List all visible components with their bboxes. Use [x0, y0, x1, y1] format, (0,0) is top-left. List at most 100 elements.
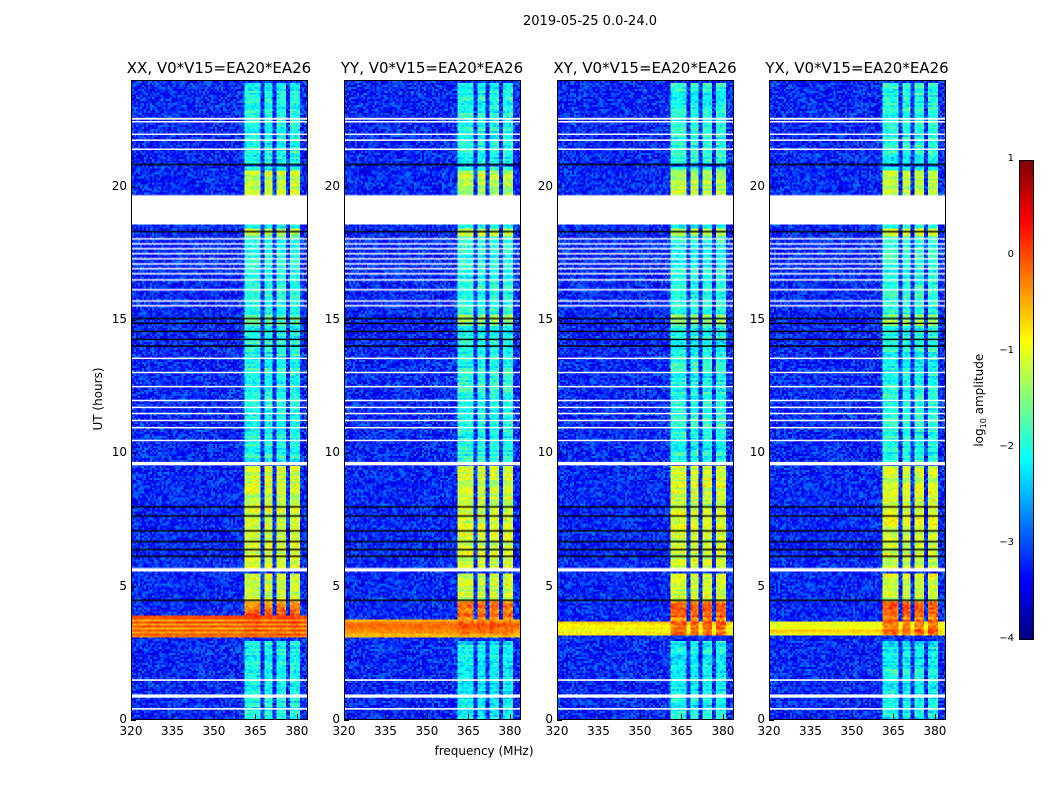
y-tick-label: 0 — [757, 712, 765, 726]
y-tick-label: 20 — [324, 178, 340, 193]
y-tick-mark — [344, 186, 349, 188]
x-tick-label: 380 — [498, 724, 522, 738]
y-tick-mark — [769, 453, 774, 455]
x-tick-label: 335 — [799, 724, 822, 738]
y-tick-mark — [131, 586, 136, 588]
y-tick-label: 10 — [537, 445, 553, 460]
heatmap-panel — [769, 80, 946, 720]
y-tick-label: 0 — [119, 712, 127, 726]
x-tick-label: 350 — [840, 724, 864, 738]
heatmap-panel — [344, 80, 521, 720]
colorbar-label-rest: amplitude — [971, 353, 986, 419]
x-tick-mark — [598, 714, 600, 719]
x-tick-mark — [468, 714, 470, 719]
y-tick-mark — [344, 586, 349, 588]
colorbar-label-base: 10 — [979, 418, 989, 429]
x-tick-mark — [255, 714, 257, 719]
x-tick-label: 380 — [923, 724, 947, 738]
x-tick-mark — [385, 714, 387, 719]
panel-title: YY, V0*V15=EA20*EA26 — [340, 59, 524, 77]
y-tick-label: 15 — [537, 312, 553, 326]
colorbar-tick-label: 1 — [1007, 153, 1014, 164]
panel-title: YX, V0*V15=EA20*EA26 — [765, 59, 949, 77]
y-tick-label: 5 — [332, 578, 340, 593]
y-tick-label: 10 — [749, 445, 765, 460]
y-tick-mark — [344, 453, 349, 455]
y-tick-mark — [131, 320, 136, 321]
x-tick-mark — [639, 714, 641, 719]
y-tick-label: 15 — [111, 312, 127, 326]
x-tick-label: 365 — [670, 724, 693, 738]
y-tick-label: 20 — [749, 178, 765, 193]
x-tick-mark — [213, 714, 215, 719]
y-tick-mark — [769, 320, 774, 321]
panel-title: XY, V0*V15=EA20*EA26 — [553, 59, 737, 77]
y-tick-label: 5 — [757, 578, 765, 593]
x-tick-label: 320 — [332, 724, 356, 738]
x-tick-label: 380 — [711, 724, 735, 738]
x-tick-label: 350 — [415, 724, 439, 738]
y-tick-label: 5 — [545, 578, 553, 593]
x-tick-mark — [344, 714, 345, 719]
x-tick-mark — [426, 714, 428, 719]
heatmap-cells — [132, 81, 307, 719]
heatmap-panel — [557, 80, 734, 720]
colorbar-tick-label: −4 — [999, 633, 1014, 644]
y-tick-mark — [557, 586, 562, 588]
y-tick-label: 0 — [545, 712, 553, 726]
x-tick-label: 335 — [374, 724, 397, 738]
colorbar-tick-label: −1 — [999, 345, 1014, 356]
y-tick-mark — [769, 720, 774, 721]
y-tick-mark — [131, 720, 136, 721]
y-tick-label: 20 — [537, 178, 553, 193]
x-tick-label: 350 — [628, 724, 652, 738]
y-tick-label: 10 — [111, 445, 127, 460]
x-tick-mark — [851, 714, 853, 719]
y-tick-mark — [557, 186, 562, 188]
colorbar-tick-label: −2 — [999, 441, 1014, 452]
heatmap-panel — [131, 80, 308, 720]
x-tick-label: 365 — [244, 724, 267, 738]
x-tick-mark — [296, 714, 298, 719]
y-axis-label: UT (hours) — [91, 367, 105, 431]
y-tick-mark — [769, 186, 774, 188]
x-tick-mark — [769, 714, 770, 719]
x-tick-label: 365 — [457, 724, 480, 738]
x-tick-mark — [557, 714, 558, 719]
x-tick-label: 380 — [285, 724, 309, 738]
x-tick-mark — [893, 714, 895, 719]
y-tick-label: 5 — [119, 578, 127, 593]
colorbar — [1019, 160, 1034, 640]
x-tick-mark — [681, 714, 683, 719]
y-tick-label: 0 — [332, 712, 340, 726]
x-tick-mark — [810, 714, 812, 719]
y-tick-mark — [769, 586, 774, 588]
figure-title: 2019-05-25 0.0-24.0 — [523, 14, 657, 29]
y-tick-mark — [131, 453, 136, 455]
x-tick-label: 320 — [119, 724, 143, 738]
y-tick-label: 20 — [111, 178, 127, 193]
x-tick-label: 335 — [161, 724, 184, 738]
panel-title: XX, V0*V15=EA20*EA26 — [126, 59, 312, 77]
colorbar-tick-label: −3 — [999, 537, 1014, 548]
y-tick-label: 15 — [324, 312, 340, 326]
y-tick-mark — [344, 720, 349, 721]
heatmap-cells — [770, 81, 945, 719]
x-tick-label: 335 — [587, 724, 610, 738]
x-tick-label: 320 — [757, 724, 781, 738]
y-tick-mark — [557, 720, 562, 721]
heatmap-cells — [345, 81, 520, 719]
x-tick-label: 365 — [882, 724, 905, 738]
x-tick-label: 350 — [202, 724, 226, 738]
x-tick-mark — [509, 714, 511, 719]
y-tick-mark — [557, 453, 562, 455]
y-tick-mark — [344, 320, 349, 321]
x-tick-mark — [722, 714, 724, 719]
y-tick-mark — [557, 320, 562, 321]
x-tick-mark — [131, 714, 132, 719]
x-tick-mark — [172, 714, 174, 719]
heatmap-cells — [558, 81, 733, 719]
x-tick-mark — [934, 714, 936, 719]
y-tick-mark — [131, 186, 136, 188]
x-axis-label: frequency (MHz) — [434, 744, 534, 758]
